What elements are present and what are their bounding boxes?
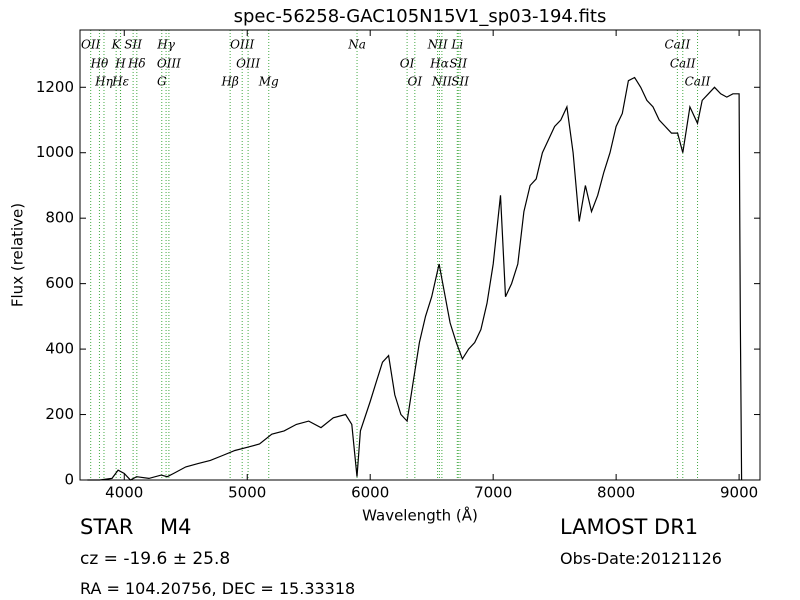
x-tick-label: 9000 (720, 484, 758, 502)
spectral-line-label: Hδ (127, 57, 146, 71)
survey: LAMOST DR1 (560, 515, 698, 539)
spectral-line-label: Mg (258, 75, 279, 89)
spectral-line-label: NII (427, 38, 448, 52)
plot-frame (79, 29, 761, 481)
spectral-line-label: Hη (94, 75, 113, 89)
obs-date: Obs-Date:20121126 (560, 549, 722, 568)
redshift: cz = -19.6 ± 25.8 (80, 549, 230, 569)
spectral-line-label: Hε (111, 75, 129, 89)
x-tick-label: 4000 (105, 484, 143, 502)
spectral-line-label: OIII (230, 38, 254, 52)
coordinates: RA = 104.20756, DEC = 15.33318 (80, 579, 355, 598)
spectral-line-label: OIII (236, 57, 260, 71)
spectral-line-label: G (157, 75, 167, 89)
spectral-line-label: SII (124, 38, 142, 52)
spectral-line-label: CaII (670, 57, 696, 71)
subclass: M4 (160, 515, 191, 539)
spectral-line-label: CaII (685, 75, 711, 89)
class: STAR (80, 515, 133, 539)
spectrum-line (87, 76, 743, 481)
spectral-line-label: K (111, 38, 122, 52)
x-tick-label: 5000 (228, 484, 266, 502)
chart-title: spec-56258-GAC105N15V1_sp03-194.fits (234, 6, 607, 27)
spectral-line-label: OI (400, 57, 415, 71)
x-tick-label: 6000 (351, 484, 389, 502)
y-tick-label: 600 (45, 274, 74, 292)
spectral-line-label: OII (81, 38, 101, 52)
x-tick-label: 7000 (474, 484, 512, 502)
y-tick-label: 200 (45, 405, 74, 423)
y-tick-label: 1000 (36, 143, 74, 161)
y-tick-label: 0 (64, 471, 74, 489)
y-axis-label: Flux (relative) (9, 203, 27, 307)
spectral-line-label: Hβ (220, 75, 238, 89)
spectral-line-label: Hθ (90, 57, 109, 71)
spectral-line-label: Hα (429, 57, 449, 71)
spectral-line-label: CaII (664, 38, 690, 52)
spectral-line-label: Na (347, 38, 366, 52)
x-tick-label: 8000 (597, 484, 635, 502)
x-axis-label: Wavelength (Å) (362, 506, 478, 525)
spectral-line-label: Hγ (156, 38, 175, 52)
y-tick-label: 1200 (36, 78, 74, 96)
spectral-line-label: SII (451, 75, 469, 89)
spectral-line-label: NII (431, 75, 452, 89)
spectral-line-label: OIII (157, 57, 181, 71)
spectral-line-label: Li (450, 38, 463, 52)
y-tick-label: 800 (45, 209, 74, 227)
spectral-line-label: OI (408, 75, 423, 89)
y-tick-label: 400 (45, 340, 74, 358)
spectral-line-label: SII (449, 57, 467, 71)
